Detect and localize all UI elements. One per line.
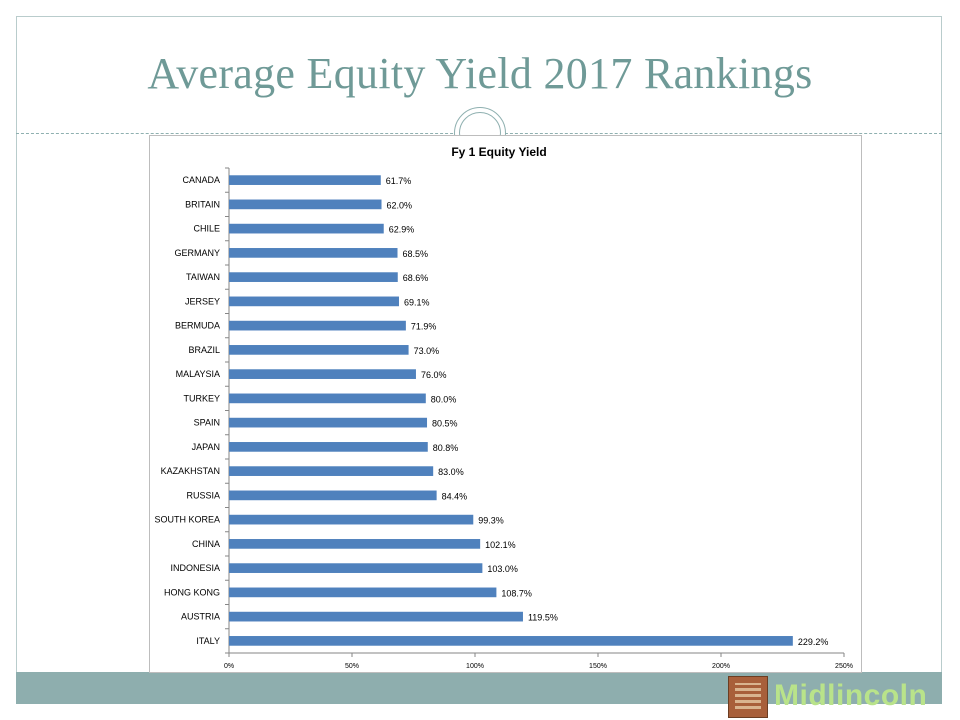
bars: CANADA 61.7% BRITAIN 62.0% CHILE 62.9% GERMANY… (154, 175, 828, 647)
value-label: 102.1% (485, 540, 516, 550)
bar (229, 442, 428, 452)
category-label: BERMUDA (175, 321, 220, 331)
category-label: TAIWAN (186, 272, 220, 282)
bar (229, 248, 398, 258)
value-label: 71.9% (411, 322, 437, 332)
x-tick-label: 150% (589, 663, 607, 670)
category-label: JERSEY (185, 296, 220, 306)
bar (229, 514, 474, 525)
bar (229, 320, 406, 331)
building-logo-icon (728, 676, 768, 718)
bar (229, 417, 428, 428)
value-label: 108.7% (501, 588, 532, 598)
bar (229, 272, 398, 282)
bar (229, 296, 399, 307)
category-label: BRITAIN (185, 199, 220, 209)
category-label: SPAIN (194, 418, 220, 428)
bar-chart: Fy 1 Equity Yield 0% 50% 100% 150% 200% 250% … (154, 145, 853, 670)
x-tick-label: 0% (224, 663, 234, 670)
slide-title: Average Equity Yield 2017 Rankings (147, 49, 813, 98)
bar (229, 223, 384, 234)
category-label: INDONESIA (170, 563, 220, 573)
bar (229, 636, 793, 646)
company-logo: Midlincoln (726, 676, 938, 718)
value-label: 76.0% (421, 370, 447, 380)
value-label: 84.4% (442, 491, 468, 501)
bar (229, 563, 483, 573)
category-label: CHILE (193, 224, 220, 234)
value-label: 73.0% (414, 346, 440, 356)
category-label: CANADA (182, 175, 220, 185)
category-label: HONG KONG (164, 587, 220, 597)
category-label: CHINA (192, 539, 220, 549)
x-tick-label: 250% (835, 663, 853, 670)
value-label: 103.0% (487, 564, 518, 574)
category-label: TURKEY (183, 393, 220, 403)
bar (229, 466, 434, 476)
bar (229, 345, 409, 355)
category-label: ITALY (196, 636, 220, 646)
footer-band (16, 672, 942, 704)
x-tick-label: 50% (345, 663, 359, 670)
category-label: KAZAKHSTAN (161, 466, 220, 476)
logo-text: Midlincoln (774, 679, 928, 712)
category-label: SOUTH KOREA (154, 515, 220, 525)
value-label: 229.2% (798, 637, 829, 647)
value-label: 68.6% (403, 273, 429, 283)
value-label: 80.0% (431, 394, 457, 404)
value-label: 61.7% (386, 176, 412, 186)
category-label: MALAYSIA (176, 369, 220, 379)
x-tick-label: 200% (712, 663, 730, 670)
category-label: RUSSIA (186, 490, 220, 500)
x-tick-label: 100% (466, 663, 484, 670)
bar (229, 539, 481, 549)
bar (229, 369, 416, 379)
bar (229, 587, 497, 598)
value-label: 83.0% (438, 467, 464, 477)
category-label: AUSTRIA (181, 612, 220, 622)
value-label: 62.9% (389, 225, 415, 235)
category-label: BRAZIL (188, 345, 220, 355)
value-label: 68.5% (403, 249, 429, 259)
value-label: 99.3% (478, 516, 504, 526)
category-label: JAPAN (192, 442, 220, 452)
bar (229, 175, 381, 185)
bar (229, 490, 437, 501)
value-label: 62.0% (387, 200, 413, 210)
value-label: 80.5% (432, 419, 458, 429)
bar (229, 199, 382, 210)
value-label: 119.5% (528, 613, 558, 623)
bar (229, 393, 426, 404)
category-label: GERMANY (174, 248, 220, 258)
bar (229, 611, 523, 622)
value-label: 80.8% (433, 443, 459, 453)
chart-title: Fy 1 Equity Yield (451, 145, 546, 159)
value-label: 69.1% (404, 297, 430, 307)
